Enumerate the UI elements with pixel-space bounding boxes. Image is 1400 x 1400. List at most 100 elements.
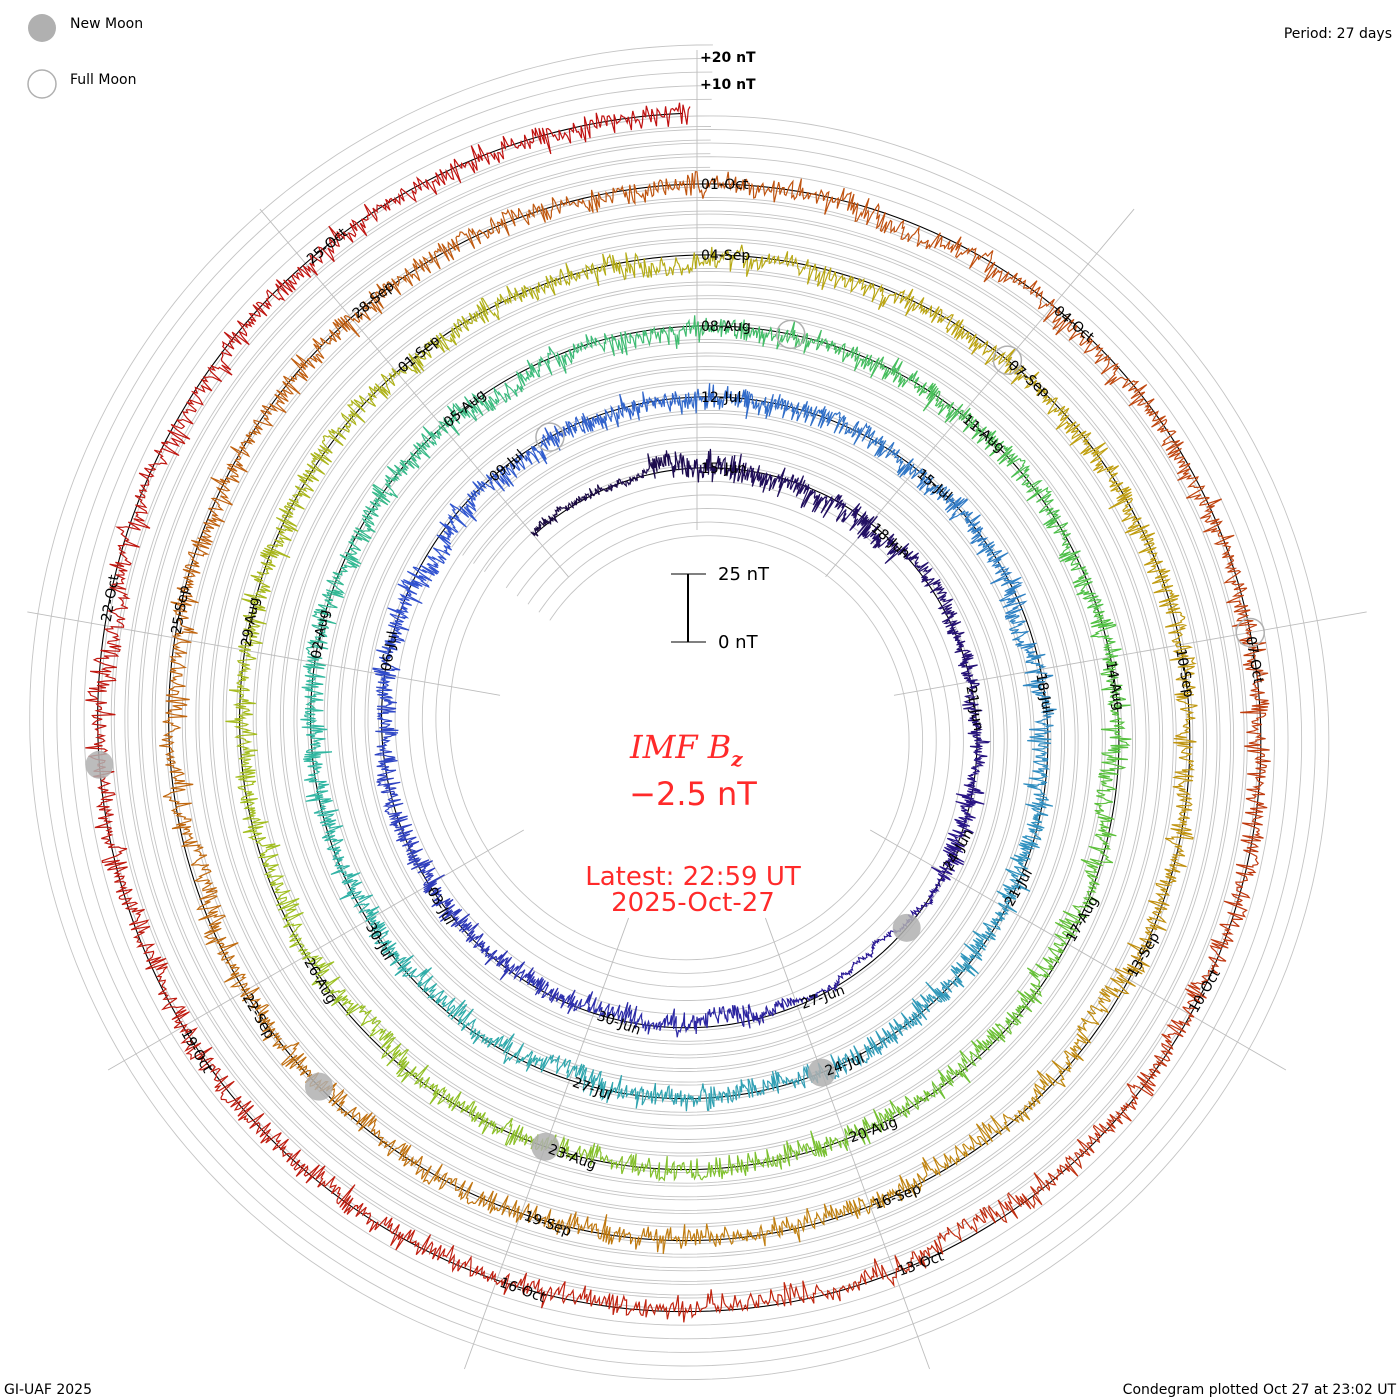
bz-trace-segment	[675, 383, 717, 415]
bz-trace-segment	[830, 1037, 876, 1078]
bz-trace-segment	[443, 1091, 493, 1135]
bz-trace-segment	[303, 760, 333, 807]
bz-trace-segment	[568, 110, 640, 144]
bz-trace-segment	[397, 557, 440, 590]
bz-trace-segment	[637, 1156, 692, 1182]
bz-trace-segment	[543, 1209, 608, 1242]
bz-trace-segment	[698, 1289, 767, 1315]
bz-trace-segment	[301, 670, 326, 717]
bz-trace-segment	[721, 1003, 758, 1029]
bz-trace-segment	[257, 844, 291, 901]
date-label: 06-Jul	[378, 630, 401, 673]
bz-trace-segment	[530, 513, 559, 537]
full-moon-marker	[535, 422, 565, 452]
bz-trace-segment	[115, 484, 151, 550]
bz-trace-segment	[276, 896, 305, 948]
bz-trace-segment	[437, 396, 484, 436]
moon-markers	[85, 319, 1265, 1161]
new-moon-marker	[531, 1132, 560, 1161]
bz-trace-segment	[745, 178, 809, 203]
bz-trace-segment	[832, 1258, 897, 1302]
bz-trace-segment	[638, 391, 677, 413]
bz-trace-segment	[691, 315, 740, 343]
bz-trace-segment	[495, 1272, 566, 1309]
bz-trace-segment	[1099, 949, 1150, 1002]
bz-trace-segment	[451, 296, 502, 339]
bz-trace-segment	[1007, 1163, 1079, 1210]
date-label: 04-Sep	[701, 248, 750, 264]
bz-trace-segment	[1026, 942, 1065, 989]
date-label: 08-Aug	[701, 319, 751, 335]
bz-trace-segment	[687, 1007, 723, 1035]
date-label: 10-Oct	[1186, 966, 1224, 1016]
bz-trace-segment	[839, 1188, 897, 1220]
bz-trace-segment	[437, 216, 500, 262]
bz-trace-segment	[519, 967, 555, 1000]
bz-trace-segment	[1090, 610, 1122, 657]
new-moon-marker	[85, 750, 114, 779]
chart-title-text: IMF B	[629, 728, 731, 766]
grid-line	[56, 71, 1303, 1353]
scale-bottom-label: 0 nT	[718, 632, 759, 653]
bz-trace-segment	[960, 927, 997, 975]
bz-trace-segment	[786, 320, 835, 354]
new-moon-marker	[304, 1072, 333, 1101]
bz-trace-segment	[1017, 371, 1070, 417]
bz-trace-segment	[786, 991, 821, 1007]
bz-trace-segment	[998, 576, 1028, 620]
date-label: 13-Sep	[1125, 930, 1164, 981]
bz-trace-segment	[1065, 1113, 1123, 1177]
bz-trace-segment	[969, 1023, 1012, 1067]
date-label: 28-Sep	[350, 278, 398, 322]
bz-trace-segment	[394, 954, 438, 999]
bz-trace-segment	[831, 411, 872, 446]
bz-trace-segment	[396, 1061, 448, 1105]
bz-trace-segment	[1080, 851, 1114, 902]
bz-trace-segment	[958, 407, 999, 451]
bz-trace-segment	[221, 955, 268, 1011]
bz-trace-segment	[877, 283, 932, 317]
bz-trace-segment	[617, 178, 683, 206]
bz-trace-segment	[862, 524, 898, 556]
bz-trace-segment	[368, 921, 408, 967]
bz-trace-segment	[770, 251, 827, 287]
bz-trace-segment	[253, 375, 301, 431]
bz-trace-segment	[145, 956, 190, 1029]
bz-trace-segment	[740, 1140, 793, 1176]
bz-trace-segment	[225, 425, 263, 483]
bz-trace-segment	[447, 493, 478, 533]
bz-trace-segment	[976, 541, 1013, 585]
bz-trace-segment	[715, 386, 755, 420]
bz-trace-segment	[499, 127, 572, 160]
bz-trace-segment	[786, 473, 818, 509]
bz-trace-segment	[790, 400, 833, 429]
bz-trace-segment	[423, 867, 451, 908]
bz-trace-segment	[220, 301, 268, 371]
grid-line	[165, 180, 1194, 1245]
bz-trace-segment	[367, 363, 418, 407]
bz-trace-segment	[714, 244, 771, 277]
bz-trace-segment	[921, 878, 945, 907]
scale-bar: 25 nT 0 nT	[671, 564, 770, 653]
bz-trace-segment	[554, 495, 583, 516]
bz-trace-segment	[241, 585, 271, 639]
bz-trace-segment	[240, 798, 276, 849]
bz-trace-segment	[955, 783, 985, 819]
bz-trace-segment	[1115, 1063, 1161, 1125]
bz-trace-segment	[755, 997, 789, 1027]
bz-trace-segment	[925, 232, 994, 269]
bz-trace-segment	[368, 1216, 437, 1256]
bz-trace-segment	[1023, 774, 1054, 817]
bz-trace-segment	[165, 658, 190, 721]
bz-trace-segment	[471, 382, 519, 416]
bz-trace-segment	[602, 393, 641, 431]
date-label: 11-Aug	[959, 412, 1008, 456]
bz-trace-segment	[1034, 1045, 1084, 1097]
bz-trace-segment	[564, 412, 604, 438]
bz-trace-segment	[470, 467, 511, 500]
bz-trace-segment	[489, 1117, 539, 1151]
bz-trace-segment	[433, 144, 500, 186]
grid-line	[110, 126, 1248, 1299]
bz-trace-segment	[460, 1018, 509, 1049]
bz-trace-segment	[884, 1090, 933, 1125]
